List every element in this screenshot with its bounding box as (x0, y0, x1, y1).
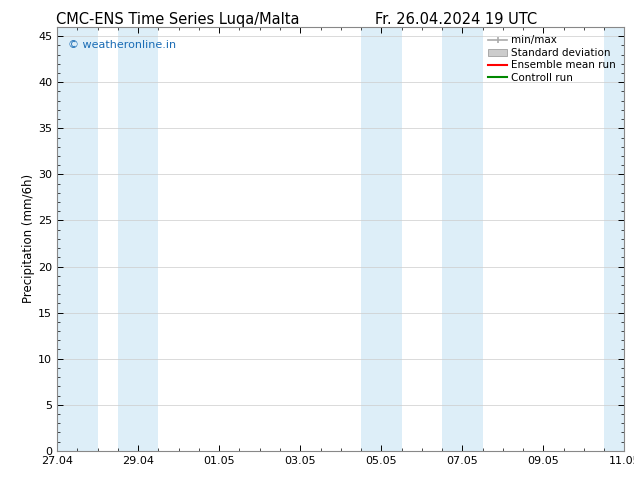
Text: © weatheronline.in: © weatheronline.in (68, 40, 176, 49)
Bar (361, 27, 401, 451)
Bar (57, 27, 98, 451)
Bar (604, 27, 624, 451)
Bar (442, 27, 482, 451)
Text: Fr. 26.04.2024 19 UTC: Fr. 26.04.2024 19 UTC (375, 12, 538, 27)
Legend: min/max, Standard deviation, Ensemble mean run, Controll run: min/max, Standard deviation, Ensemble me… (486, 32, 619, 86)
Bar (118, 27, 158, 451)
Text: CMC-ENS Time Series Luqa/Malta: CMC-ENS Time Series Luqa/Malta (56, 12, 299, 27)
Y-axis label: Precipitation (mm/6h): Precipitation (mm/6h) (22, 174, 36, 303)
